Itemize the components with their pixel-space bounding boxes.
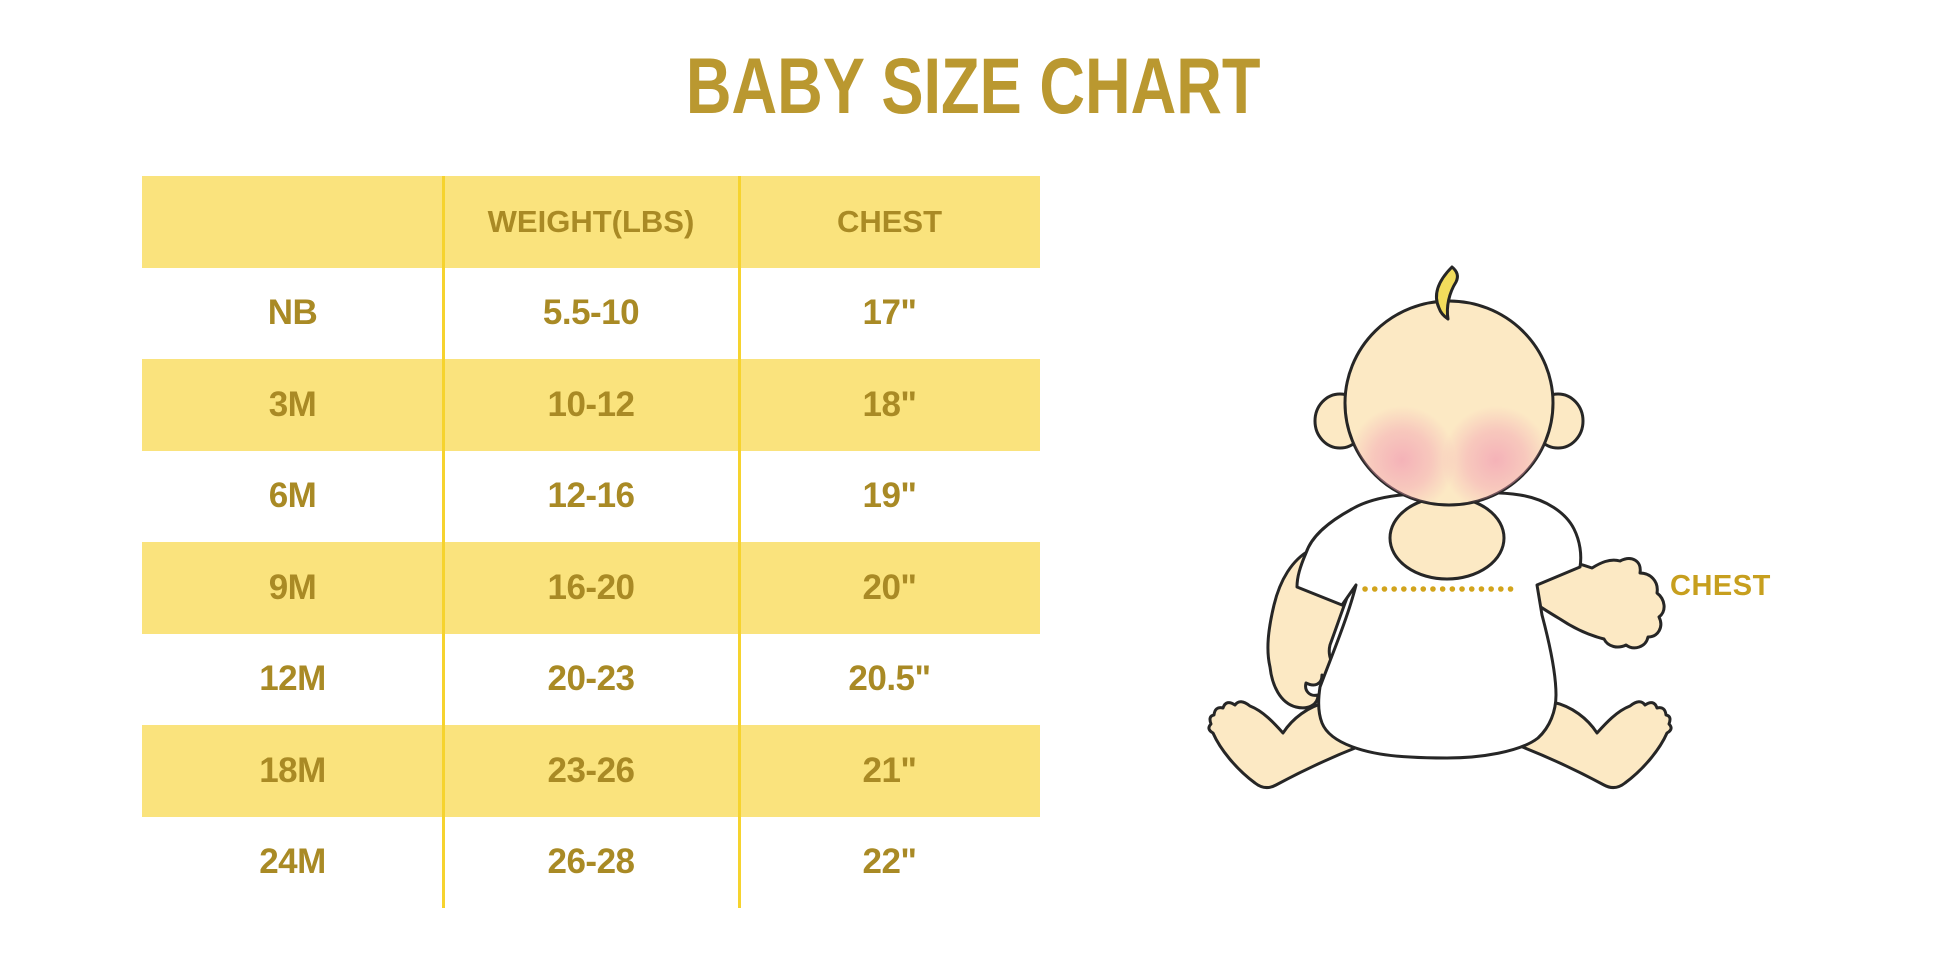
weight-cell: 10-12 [443,359,739,451]
baby-hair-tuft [1435,265,1459,321]
size-table: WEIGHT(LBS) CHEST NB 5.5-10 17" 3M 10-12… [142,176,1040,908]
size-cell: NB [267,293,318,333]
title-container: BABY SIZE CHART [0,46,1946,125]
size-cell: 9M [142,542,443,634]
chest-cell: 20.5" [848,659,931,699]
baby-neck [1388,495,1506,581]
size-cell: 6M [268,476,317,516]
chest-cell: 18" [739,359,1040,451]
size-cell: 12M [259,659,326,699]
weight-cell: 16-20 [443,542,739,634]
chest-cell: 19" [862,476,917,516]
baby-illustration [1180,255,1700,795]
weight-cell: 23-26 [443,725,739,817]
size-cell: 24M [259,842,326,882]
chest-cell: 20" [739,542,1040,634]
weight-cell: 26-28 [547,842,635,882]
page-title: BABY SIZE CHART [685,41,1261,130]
column-divider [442,176,445,908]
header-cell-weight: WEIGHT(LBS) [443,176,739,268]
chest-cell: 22" [862,842,917,882]
baby-illustration-svg [1207,265,1673,790]
chest-cell: 21" [739,725,1040,817]
size-cell: 3M [142,359,443,451]
weight-cell: 5.5-10 [542,293,640,333]
chest-annotation-label: CHEST [1670,570,1771,602]
chest-cell: 17" [862,293,917,333]
column-divider [738,176,741,908]
header-cell-size [142,176,443,268]
baby-shirt [1295,491,1583,760]
baby-right-arm [1530,553,1666,650]
header-cell-chest: CHEST [739,176,1040,268]
size-cell: 18M [142,725,443,817]
weight-cell: 20-23 [547,659,635,699]
weight-cell: 12-16 [547,476,635,516]
